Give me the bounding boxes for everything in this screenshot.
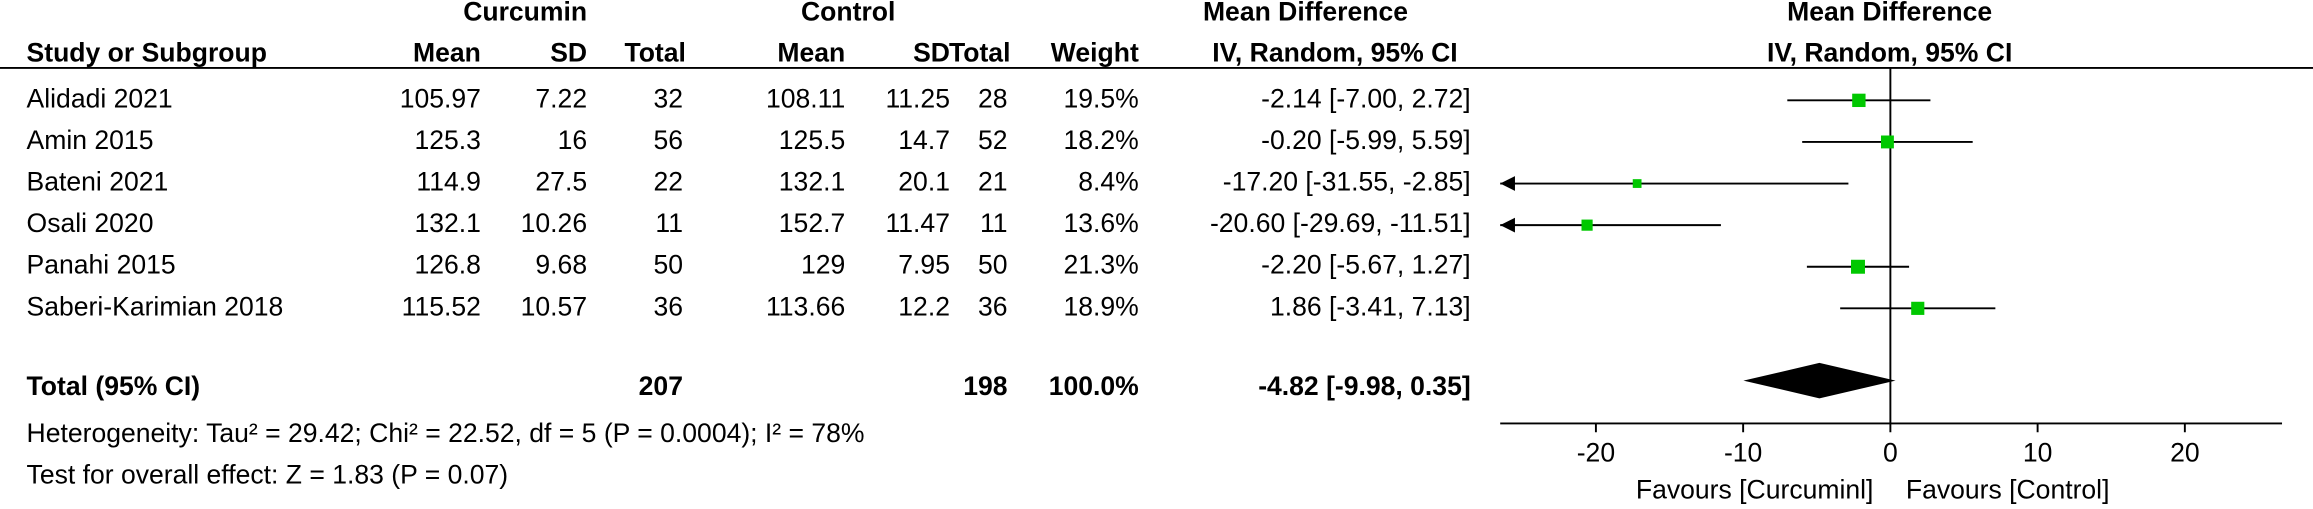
column-header: Total — [624, 38, 685, 68]
table-cell: 113.66 — [766, 291, 845, 321]
total-cell: 100.0% — [1049, 371, 1139, 401]
total-cell: 207 — [639, 371, 683, 401]
table-cell: 132.1 — [414, 208, 480, 238]
effect-marker — [1632, 179, 1642, 188]
table-cell: 11 — [980, 208, 1008, 238]
column-header: Mean — [413, 38, 481, 68]
study-name: Osali 2020 — [27, 208, 154, 238]
column-header: IV, Random, 95% CI — [1212, 38, 1457, 68]
column-header: Mean — [777, 38, 845, 68]
group-header: Curcumin — [463, 0, 587, 26]
table-cell: 105.97 — [400, 83, 481, 113]
x-tick-label: 0 — [1883, 437, 1898, 467]
column-header: Total — [949, 38, 1010, 68]
table-cell: 36 — [978, 291, 1008, 321]
table-cell: 115.52 — [402, 291, 481, 321]
column-header: SD — [913, 38, 950, 68]
table-cell: -20.60 [-29.69, -11.51] — [1210, 208, 1471, 238]
effect-marker — [1581, 219, 1593, 231]
total-diamond — [1743, 362, 1896, 399]
effect-marker — [1880, 135, 1894, 149]
table-cell: 132.1 — [779, 167, 845, 197]
total-cell: -4.82 [-9.98, 0.35] — [1258, 371, 1471, 401]
table-cell: 27.5 — [535, 167, 587, 197]
effect-marker — [1852, 93, 1866, 108]
table-cell: 36 — [653, 291, 683, 321]
table-cell: 11.25 — [886, 83, 950, 113]
study-name: Bateni 2021 — [27, 167, 169, 197]
x-tick-label: -20 — [1577, 437, 1615, 467]
heterogeneity: Heterogeneity: Tau² = 29.42; Chi² = 22.5… — [27, 418, 865, 448]
table-cell: 20.1 — [898, 167, 950, 197]
table-cell: 56 — [653, 125, 683, 155]
ci-arrow — [1500, 176, 1515, 191]
table-cell: 12.2 — [898, 291, 950, 321]
study-name: Alidadi 2021 — [27, 83, 173, 113]
table-cell: 1.86 [-3.41, 7.13] — [1270, 291, 1471, 321]
column-header: Weight — [1051, 38, 1139, 68]
table-cell: 52 — [978, 125, 1008, 155]
effect-marker — [1851, 259, 1865, 274]
table-cell: 21.3% — [1064, 250, 1139, 280]
x-tick-label: -10 — [1724, 437, 1762, 467]
study-name: Saberi-Karimian 2018 — [27, 291, 284, 321]
column-header: Study or Subgroup — [27, 38, 267, 68]
table-cell: 125.3 — [414, 125, 480, 155]
table-cell: 129 — [801, 250, 845, 280]
table-cell: 18.9% — [1064, 291, 1139, 321]
group-header: Mean Difference — [1203, 0, 1408, 26]
overall-effect: Test for overall effect: Z = 1.83 (P = 0… — [27, 460, 509, 490]
table-cell: -2.14 [-7.00, 2.72] — [1261, 83, 1471, 113]
table-cell: 7.22 — [535, 83, 587, 113]
ci-arrow — [1500, 217, 1515, 233]
table-cell: 11.47 — [886, 208, 950, 238]
table-cell: 8.4% — [1078, 167, 1139, 197]
table-cell: 9.68 — [535, 250, 587, 280]
table-cell: -0.20 [-5.99, 5.59] — [1261, 125, 1471, 155]
table-cell: 50 — [653, 250, 683, 280]
table-cell: 50 — [978, 250, 1008, 280]
table-cell: -2.20 [-5.67, 1.27] — [1261, 250, 1471, 280]
table-cell: 10.26 — [521, 208, 587, 238]
total-name: Total (95% CI) — [27, 371, 201, 401]
table-cell: 32 — [653, 83, 683, 113]
table-cell: 21 — [978, 167, 1008, 197]
table-cell: 11 — [655, 208, 683, 238]
column-header: IV, Random, 95% CI — [1767, 38, 2012, 68]
x-tick-label: 20 — [2170, 437, 2200, 467]
table-cell: -17.20 [-31.55, -2.85] — [1223, 167, 1471, 197]
table-cell: 14.7 — [898, 125, 950, 155]
table-cell: 28 — [978, 83, 1008, 113]
table-cell: 22 — [653, 167, 683, 197]
study-name: Panahi 2015 — [27, 250, 176, 280]
x-tick-label: 10 — [2023, 437, 2053, 467]
table-cell: 108.11 — [766, 83, 845, 113]
column-header: SD — [550, 38, 587, 68]
favours-left: Favours [Curcuminl] — [1636, 474, 1874, 504]
table-cell: 16 — [558, 125, 588, 155]
group-header: Control — [801, 0, 895, 26]
table-cell: 114.9 — [416, 167, 480, 197]
table-cell: 19.5% — [1064, 83, 1139, 113]
total-cell: 198 — [963, 371, 1007, 401]
effect-marker — [1911, 301, 1925, 315]
table-cell: 13.6% — [1064, 208, 1139, 238]
favours-right: Favours [Control] — [1906, 474, 2110, 504]
study-name: Amin 2015 — [27, 125, 154, 155]
table-cell: 18.2% — [1064, 125, 1139, 155]
table-cell: 126.8 — [414, 250, 480, 280]
table-cell: 125.5 — [779, 125, 845, 155]
group-header: Mean Difference — [1787, 0, 1992, 26]
table-cell: 7.95 — [898, 250, 950, 280]
table-cell: 10.57 — [521, 291, 587, 321]
table-cell: 152.7 — [779, 208, 845, 238]
